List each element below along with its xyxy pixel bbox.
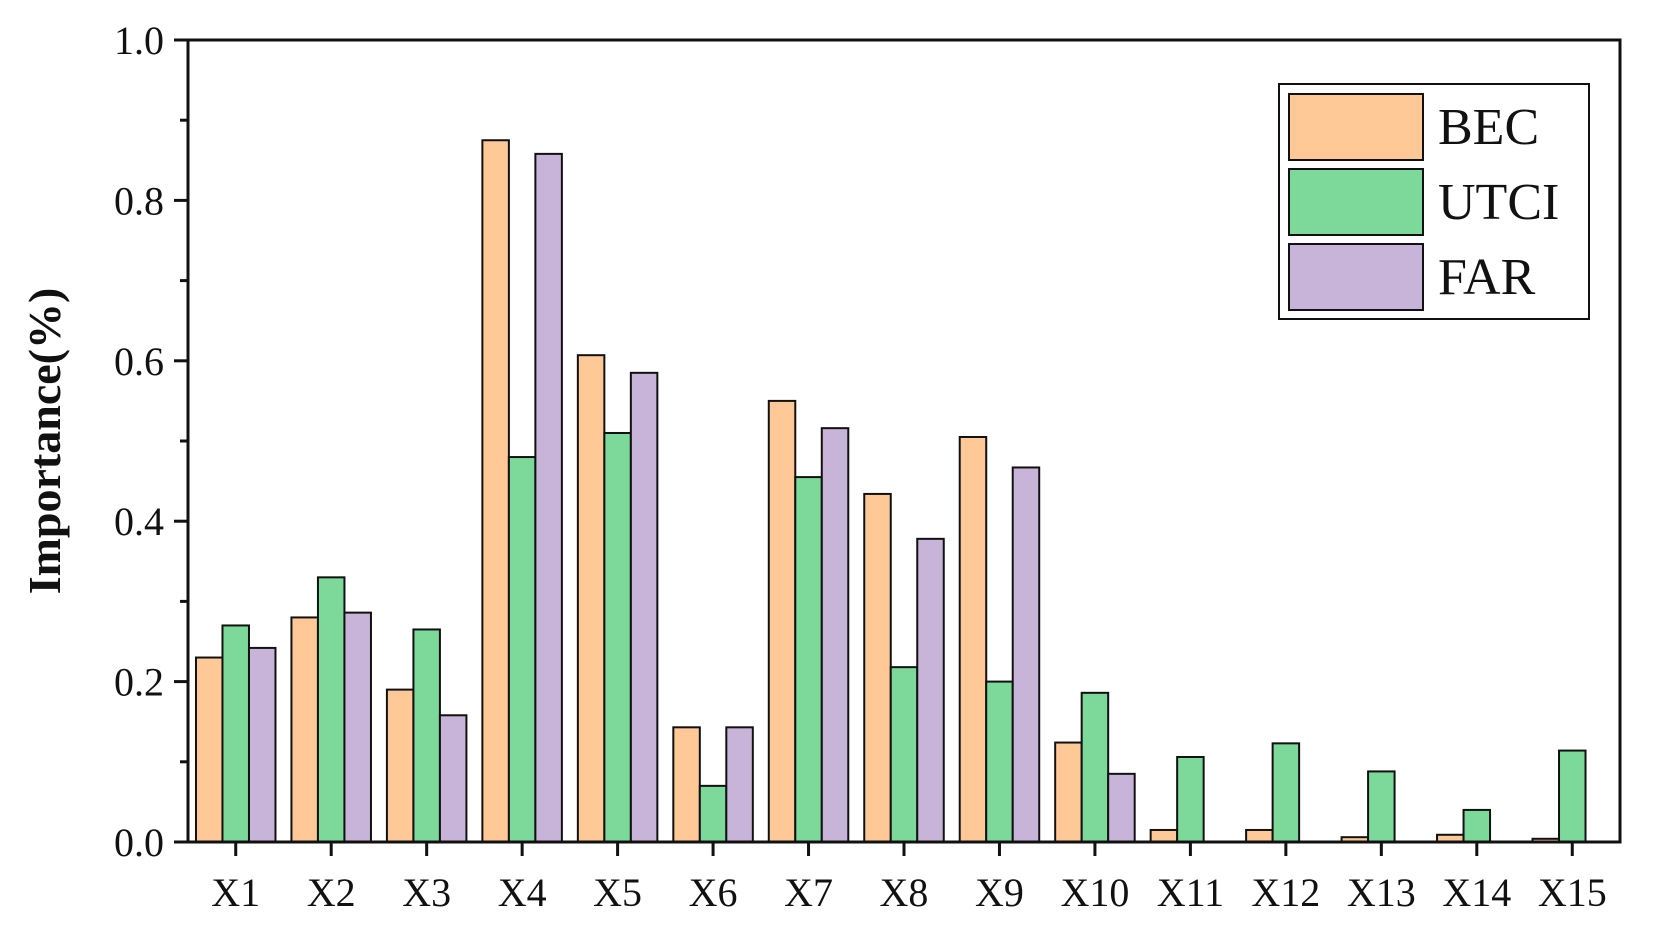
bar-far-x5 <box>629 371 659 843</box>
bar-far-x9 <box>1011 466 1041 843</box>
bar-utci-x12 <box>1271 742 1301 843</box>
bar-bec-x4 <box>481 139 510 843</box>
bar-utci-x6 <box>698 784 728 843</box>
bar-bec-x5 <box>576 354 606 843</box>
y-tick-label: 0.2 <box>114 660 164 705</box>
bar-bec-x9 <box>958 435 988 843</box>
bar-utci-x13 <box>1367 770 1396 843</box>
y-axis: 0.0 0.2 0.4 0.6 0.8 1.0 <box>114 18 188 865</box>
legend-label-bec: BEC <box>1438 99 1539 156</box>
y-tick-label: 1.0 <box>114 18 164 63</box>
x-tick-label: X4 <box>498 870 547 915</box>
bar-bec-x11 <box>1149 828 1179 843</box>
legend-label-far: FAR <box>1438 249 1536 306</box>
legend-swatch-utci <box>1288 168 1424 236</box>
bar-utci-x14 <box>1462 808 1492 843</box>
x-tick-label: X14 <box>1442 870 1511 915</box>
bar-bec-x8 <box>863 492 892 843</box>
bar-bec-x6 <box>672 726 701 843</box>
x-tick-label: X2 <box>307 870 356 915</box>
x-axis: X1 X2 X3 X4 X5 X6 X7 X8 X9 X10 X11 X12 X13 X14 X15 <box>211 842 1607 915</box>
bar-utci-x15 <box>1558 749 1587 844</box>
bar-bec-x2 <box>290 616 319 843</box>
x-tick-label: X3 <box>402 870 451 915</box>
legend: BEC UTCI FAR <box>1278 83 1590 320</box>
x-tick-label: X15 <box>1538 870 1607 915</box>
y-tick-label: 0.4 <box>114 499 164 544</box>
bar-bec-x10 <box>1054 741 1083 843</box>
bar-utci-x2 <box>316 576 346 844</box>
bar-utci-x7 <box>794 476 823 843</box>
bar-bec-x12 <box>1245 828 1274 843</box>
y-axis-title: Importance(%) <box>19 288 70 595</box>
bar-far-x8 <box>916 537 945 844</box>
bar-utci-x4 <box>507 456 537 843</box>
bar-far-x10 <box>1107 772 1136 844</box>
bars-layer <box>194 139 1587 844</box>
bar-utci-x8 <box>889 666 919 843</box>
x-tick-label: X13 <box>1347 870 1416 915</box>
bar-utci-x5 <box>603 431 632 843</box>
legend-label-utci: UTCI <box>1438 174 1559 231</box>
x-tick-label: X7 <box>784 870 833 915</box>
bar-far-x6 <box>725 726 754 843</box>
legend-items: BEC UTCI FAR <box>1288 93 1559 311</box>
legend-swatch-far <box>1288 243 1424 311</box>
bar-utci-x1 <box>221 624 250 844</box>
bar-bec-x3 <box>385 688 415 843</box>
x-tick-label: X1 <box>211 870 260 915</box>
bar-bec-x7 <box>767 399 797 843</box>
x-tick-label: X10 <box>1060 870 1129 915</box>
x-tick-label: X9 <box>975 870 1024 915</box>
bar-far-x4 <box>534 152 563 843</box>
bar-far-x7 <box>820 427 850 843</box>
x-tick-label: X6 <box>689 870 738 915</box>
y-tick-label: 0.8 <box>114 178 164 223</box>
bar-utci-x10 <box>1080 691 1110 844</box>
x-tick-label: X5 <box>593 870 642 915</box>
bar-far-x2 <box>343 611 372 843</box>
bar-bec-x1 <box>194 656 224 843</box>
y-tick-label: 0.6 <box>114 339 164 384</box>
bar-far-x1 <box>247 646 277 843</box>
bar-utci-x11 <box>1176 755 1205 843</box>
bar-far-x3 <box>438 714 468 844</box>
y-tick-label: 0.0 <box>114 820 164 865</box>
legend-swatch-bec <box>1288 93 1424 161</box>
x-tick-label: X8 <box>880 870 929 915</box>
bar-utci-x9 <box>985 680 1014 843</box>
bar-utci-x3 <box>412 628 441 843</box>
x-tick-label: X11 <box>1157 870 1224 915</box>
x-tick-label: X12 <box>1251 870 1320 915</box>
